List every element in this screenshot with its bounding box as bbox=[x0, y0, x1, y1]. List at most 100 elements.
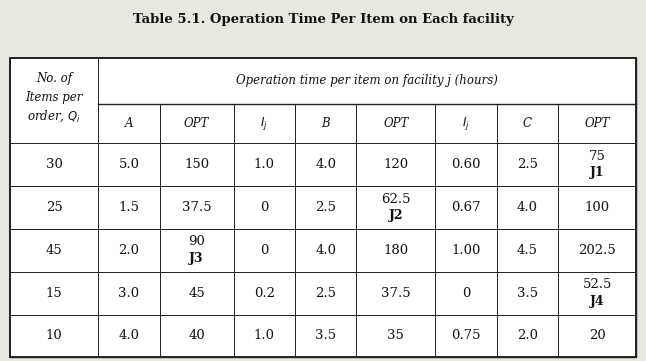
Text: 4.5: 4.5 bbox=[517, 244, 538, 257]
Bar bbox=[497, 104, 558, 143]
Text: 5.0: 5.0 bbox=[118, 158, 140, 171]
Text: 52.5: 52.5 bbox=[583, 278, 612, 291]
Bar bbox=[435, 104, 497, 143]
Bar bbox=[10, 143, 98, 186]
Bar bbox=[10, 272, 98, 314]
Text: 75: 75 bbox=[589, 150, 605, 163]
Bar bbox=[497, 229, 558, 272]
Text: 3.5: 3.5 bbox=[315, 330, 336, 343]
Text: 10: 10 bbox=[46, 330, 63, 343]
Text: 2.5: 2.5 bbox=[517, 158, 538, 171]
Text: 62.5: 62.5 bbox=[381, 192, 411, 205]
Text: 1.00: 1.00 bbox=[452, 244, 481, 257]
Text: order, $Q_i$: order, $Q_i$ bbox=[27, 108, 81, 124]
Bar bbox=[160, 314, 234, 357]
Bar bbox=[435, 272, 497, 314]
Text: 0: 0 bbox=[260, 244, 269, 257]
Text: $I_j$: $I_j$ bbox=[260, 115, 268, 132]
Text: 4.0: 4.0 bbox=[315, 244, 336, 257]
Bar bbox=[497, 143, 558, 186]
Bar bbox=[98, 104, 160, 143]
Text: 4.0: 4.0 bbox=[517, 201, 538, 214]
Bar bbox=[295, 104, 356, 143]
Bar bbox=[98, 229, 160, 272]
Bar bbox=[98, 272, 160, 314]
Bar bbox=[160, 186, 234, 229]
Text: 20: 20 bbox=[589, 330, 605, 343]
Text: 3.0: 3.0 bbox=[118, 287, 140, 300]
Text: 180: 180 bbox=[383, 244, 408, 257]
Text: 45: 45 bbox=[188, 287, 205, 300]
Bar bbox=[234, 229, 295, 272]
Text: $I_j$: $I_j$ bbox=[462, 115, 470, 132]
Bar bbox=[10, 186, 98, 229]
Bar bbox=[234, 314, 295, 357]
Text: 2.0: 2.0 bbox=[517, 330, 538, 343]
Bar bbox=[558, 272, 636, 314]
Bar bbox=[160, 143, 234, 186]
Text: J2: J2 bbox=[388, 209, 403, 222]
Text: Table 5.1. Operation Time Per Item on Each facility: Table 5.1. Operation Time Per Item on Ea… bbox=[132, 13, 514, 26]
Bar bbox=[160, 229, 234, 272]
Text: 35: 35 bbox=[388, 330, 404, 343]
Bar bbox=[356, 186, 435, 229]
Bar bbox=[435, 143, 497, 186]
Text: J3: J3 bbox=[189, 252, 204, 265]
Text: 0: 0 bbox=[462, 287, 470, 300]
Bar bbox=[234, 186, 295, 229]
Text: A: A bbox=[125, 117, 133, 130]
Bar bbox=[98, 314, 160, 357]
Text: 45: 45 bbox=[46, 244, 63, 257]
Bar bbox=[356, 104, 435, 143]
Bar bbox=[356, 314, 435, 357]
Text: 2.5: 2.5 bbox=[315, 287, 336, 300]
Text: 1.0: 1.0 bbox=[254, 158, 275, 171]
Bar bbox=[558, 186, 636, 229]
Bar bbox=[356, 229, 435, 272]
Text: J4: J4 bbox=[590, 295, 605, 308]
Text: 0: 0 bbox=[260, 201, 269, 214]
Bar bbox=[558, 229, 636, 272]
Bar bbox=[98, 58, 636, 104]
Text: 0.2: 0.2 bbox=[254, 287, 275, 300]
Bar bbox=[356, 143, 435, 186]
Bar bbox=[435, 186, 497, 229]
Text: 90: 90 bbox=[188, 235, 205, 248]
Bar bbox=[558, 143, 636, 186]
Bar bbox=[497, 272, 558, 314]
Bar bbox=[435, 314, 497, 357]
Bar bbox=[558, 104, 636, 143]
Text: J1: J1 bbox=[590, 166, 605, 179]
Bar bbox=[160, 272, 234, 314]
Text: OPT: OPT bbox=[184, 117, 209, 130]
Text: 1.0: 1.0 bbox=[254, 330, 275, 343]
Text: 25: 25 bbox=[46, 201, 63, 214]
Text: 2.5: 2.5 bbox=[315, 201, 336, 214]
Text: 0.75: 0.75 bbox=[452, 330, 481, 343]
Text: B: B bbox=[321, 117, 330, 130]
Text: 202.5: 202.5 bbox=[578, 244, 616, 257]
Text: Operation time per item on facility j (hours): Operation time per item on facility j (h… bbox=[236, 74, 498, 87]
Text: No. of: No. of bbox=[36, 73, 72, 86]
Bar bbox=[98, 186, 160, 229]
Text: 15: 15 bbox=[46, 287, 63, 300]
Text: OPT: OPT bbox=[383, 117, 408, 130]
Text: 1.5: 1.5 bbox=[118, 201, 140, 214]
Text: 2.0: 2.0 bbox=[118, 244, 140, 257]
Bar bbox=[497, 314, 558, 357]
Bar bbox=[295, 272, 356, 314]
Text: 100: 100 bbox=[585, 201, 610, 214]
Bar bbox=[234, 143, 295, 186]
Text: C: C bbox=[523, 117, 532, 130]
Bar bbox=[160, 104, 234, 143]
Bar bbox=[295, 314, 356, 357]
Bar bbox=[234, 104, 295, 143]
Bar bbox=[295, 143, 356, 186]
Bar bbox=[10, 229, 98, 272]
Text: 120: 120 bbox=[383, 158, 408, 171]
Text: 150: 150 bbox=[184, 158, 209, 171]
Bar bbox=[10, 58, 98, 143]
Bar bbox=[295, 229, 356, 272]
Bar bbox=[98, 143, 160, 186]
Text: 0.60: 0.60 bbox=[452, 158, 481, 171]
